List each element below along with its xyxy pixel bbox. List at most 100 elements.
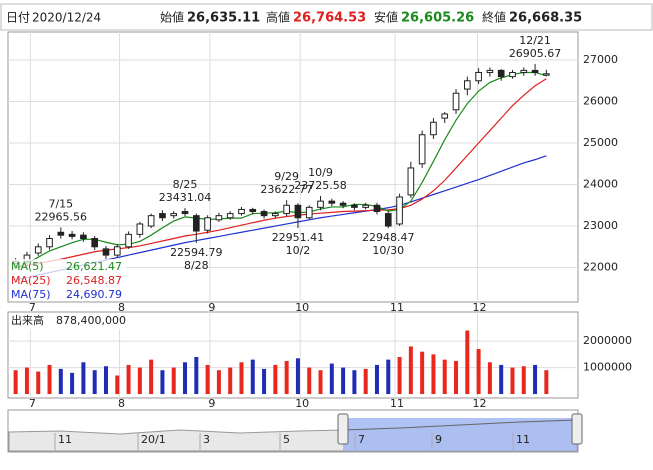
y-tick-label: 2000000 bbox=[583, 334, 632, 347]
candle-body bbox=[46, 237, 53, 248]
volume-label-box bbox=[9, 313, 134, 329]
legend-value: 24,690.79 bbox=[66, 288, 122, 301]
annotation-value: 22948.47 bbox=[362, 231, 415, 244]
annotation-date: 8/28 bbox=[184, 259, 209, 272]
candle-body bbox=[339, 202, 347, 206]
candle-body bbox=[57, 231, 65, 236]
candle-body bbox=[283, 204, 290, 215]
candle-body bbox=[430, 121, 437, 136]
volume-bar bbox=[307, 367, 312, 395]
volume-bar bbox=[442, 359, 447, 395]
y-tick-label: 25000 bbox=[583, 136, 618, 149]
candle-body bbox=[463, 80, 471, 90]
candle-body bbox=[192, 215, 200, 232]
volume-bar bbox=[149, 359, 154, 395]
candle-body bbox=[125, 233, 132, 248]
candle-body bbox=[509, 71, 516, 78]
x-tick-label: 9 bbox=[208, 397, 215, 410]
ma-line bbox=[15, 71, 547, 269]
navigator-label: 7 bbox=[358, 433, 365, 446]
volume-bar bbox=[431, 354, 436, 395]
volume-bar bbox=[408, 346, 413, 395]
candle-body bbox=[102, 248, 110, 256]
annotation-value: 26905.67 bbox=[509, 47, 562, 60]
volume-bar bbox=[318, 370, 323, 395]
volume-bar bbox=[58, 368, 63, 395]
candle-body bbox=[204, 217, 211, 231]
legend-box bbox=[9, 259, 127, 301]
header-open-label: 始値 bbox=[160, 10, 184, 25]
candle-body bbox=[328, 200, 336, 204]
x-tick-label: 11 bbox=[390, 397, 404, 410]
annotation-value: 22594.79 bbox=[170, 246, 223, 259]
candle-body bbox=[260, 211, 268, 217]
volume-bar bbox=[341, 367, 346, 395]
volume-bar bbox=[137, 367, 142, 395]
candle-body bbox=[272, 213, 279, 217]
y-tick-label: 24000 bbox=[583, 178, 618, 191]
volume-bar bbox=[126, 364, 131, 395]
annotation-value: 23431.04 bbox=[159, 191, 212, 204]
x-tick-label: 8 bbox=[118, 301, 125, 314]
annotation-date: 8/25 bbox=[173, 178, 198, 191]
candle-body bbox=[147, 215, 155, 227]
candle-body bbox=[136, 223, 144, 235]
candle-body bbox=[305, 206, 313, 219]
volume-bar bbox=[262, 368, 267, 395]
volume-bar bbox=[205, 364, 210, 395]
x-tick-label: 10 bbox=[295, 301, 309, 314]
x-tick-label: 7 bbox=[29, 397, 36, 410]
legend-name: MA(5) bbox=[11, 260, 44, 273]
volume-bar bbox=[13, 370, 18, 395]
y-tick-label: 26000 bbox=[583, 95, 618, 108]
annotation-value: 22951.41 bbox=[272, 231, 325, 244]
x-tick-label: 10 bbox=[295, 397, 309, 410]
candle-body bbox=[520, 69, 528, 73]
navigator-selection bbox=[343, 418, 577, 451]
annotation-value: 23725.58 bbox=[294, 179, 347, 192]
volume-bar bbox=[544, 370, 549, 395]
volume-bar bbox=[194, 356, 199, 395]
volume-bar bbox=[70, 372, 75, 395]
navigator-label: 3 bbox=[203, 433, 210, 446]
candle-body bbox=[362, 204, 370, 208]
volume-bar bbox=[533, 364, 538, 395]
y-tick-label: 22000 bbox=[583, 261, 618, 274]
navigator-handle[interactable] bbox=[571, 413, 583, 445]
navigator-label: 9 bbox=[435, 433, 442, 446]
volume-bar bbox=[329, 363, 334, 395]
header-high-label: 高値 bbox=[266, 10, 290, 25]
navigator-label: 11 bbox=[516, 433, 530, 446]
navigator-label: 11 bbox=[58, 433, 72, 446]
candle-body bbox=[159, 213, 166, 219]
candle-body bbox=[215, 215, 223, 221]
legend-value: 26,621.47 bbox=[66, 260, 122, 273]
annotation-date: 10/30 bbox=[372, 244, 404, 257]
volume-bar bbox=[228, 367, 233, 395]
candle-body bbox=[543, 73, 550, 76]
volume-bar bbox=[171, 367, 176, 395]
volume-bar bbox=[216, 370, 221, 395]
header-bar bbox=[0, 3, 653, 31]
x-tick-label: 11 bbox=[390, 301, 404, 314]
header-open: 26,635.11 bbox=[187, 11, 260, 26]
navigator-handle[interactable] bbox=[337, 413, 349, 445]
legend-name: MA(75) bbox=[11, 288, 51, 301]
candle-body bbox=[486, 69, 494, 73]
candle-body bbox=[238, 208, 245, 215]
volume-bar bbox=[92, 370, 97, 395]
candle-body bbox=[91, 237, 99, 248]
volume-bar bbox=[36, 371, 41, 395]
y-tick-label: 23000 bbox=[583, 219, 618, 232]
annotation-date: 7/15 bbox=[48, 197, 73, 210]
volume-bar bbox=[352, 370, 357, 395]
candle-body bbox=[384, 213, 392, 227]
volume-bar bbox=[103, 366, 108, 395]
volume-bar bbox=[454, 360, 459, 395]
candle-body bbox=[531, 69, 539, 73]
navigator-label: 5 bbox=[283, 433, 290, 446]
candle-body bbox=[80, 234, 87, 239]
candle-body bbox=[407, 167, 415, 196]
volume-bar bbox=[397, 356, 402, 395]
